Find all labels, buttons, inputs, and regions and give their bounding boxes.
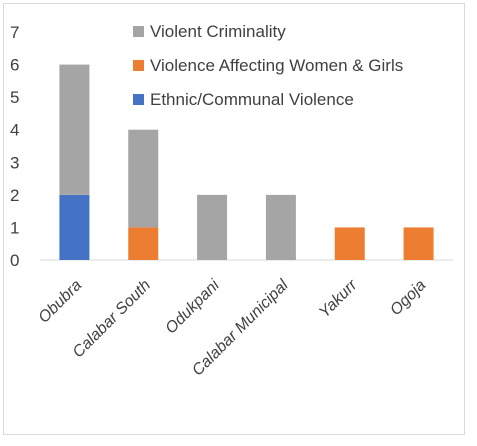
legend-swatch [133, 60, 144, 71]
y-tick-label: 3 [10, 153, 19, 172]
category-label: Yakurr [316, 276, 361, 321]
legend-swatch [133, 94, 144, 105]
legend-label: Violent Criminality [150, 22, 286, 41]
category-label: Obubra [35, 277, 85, 327]
category-label: Ogoja [387, 277, 429, 319]
legend-label: Violence Affecting Women & Girls [150, 56, 403, 75]
y-tick-label: 1 [10, 218, 19, 237]
legend-swatch [133, 26, 144, 37]
legend-label: Ethnic/Communal Violence [150, 90, 354, 109]
bar-violence-affecting-women-girls [403, 227, 434, 260]
y-tick-label: 6 [10, 56, 19, 75]
bar-violent-criminality [265, 194, 296, 260]
y-tick-label: 2 [10, 186, 19, 205]
y-tick-label: 7 [10, 23, 19, 42]
bar-ethnic-communal-violence [59, 194, 90, 260]
y-tick-label: 4 [10, 121, 19, 140]
y-tick-label: 5 [10, 88, 19, 107]
bar-violent-criminality [197, 194, 228, 260]
bar-violence-affecting-women-girls [128, 227, 159, 260]
y-tick-label: 0 [10, 251, 19, 270]
bar-violence-affecting-women-girls [334, 227, 365, 260]
category-label: Odukpani [162, 276, 223, 337]
bar-violent-criminality [59, 64, 90, 195]
bar-violent-criminality [128, 129, 159, 228]
